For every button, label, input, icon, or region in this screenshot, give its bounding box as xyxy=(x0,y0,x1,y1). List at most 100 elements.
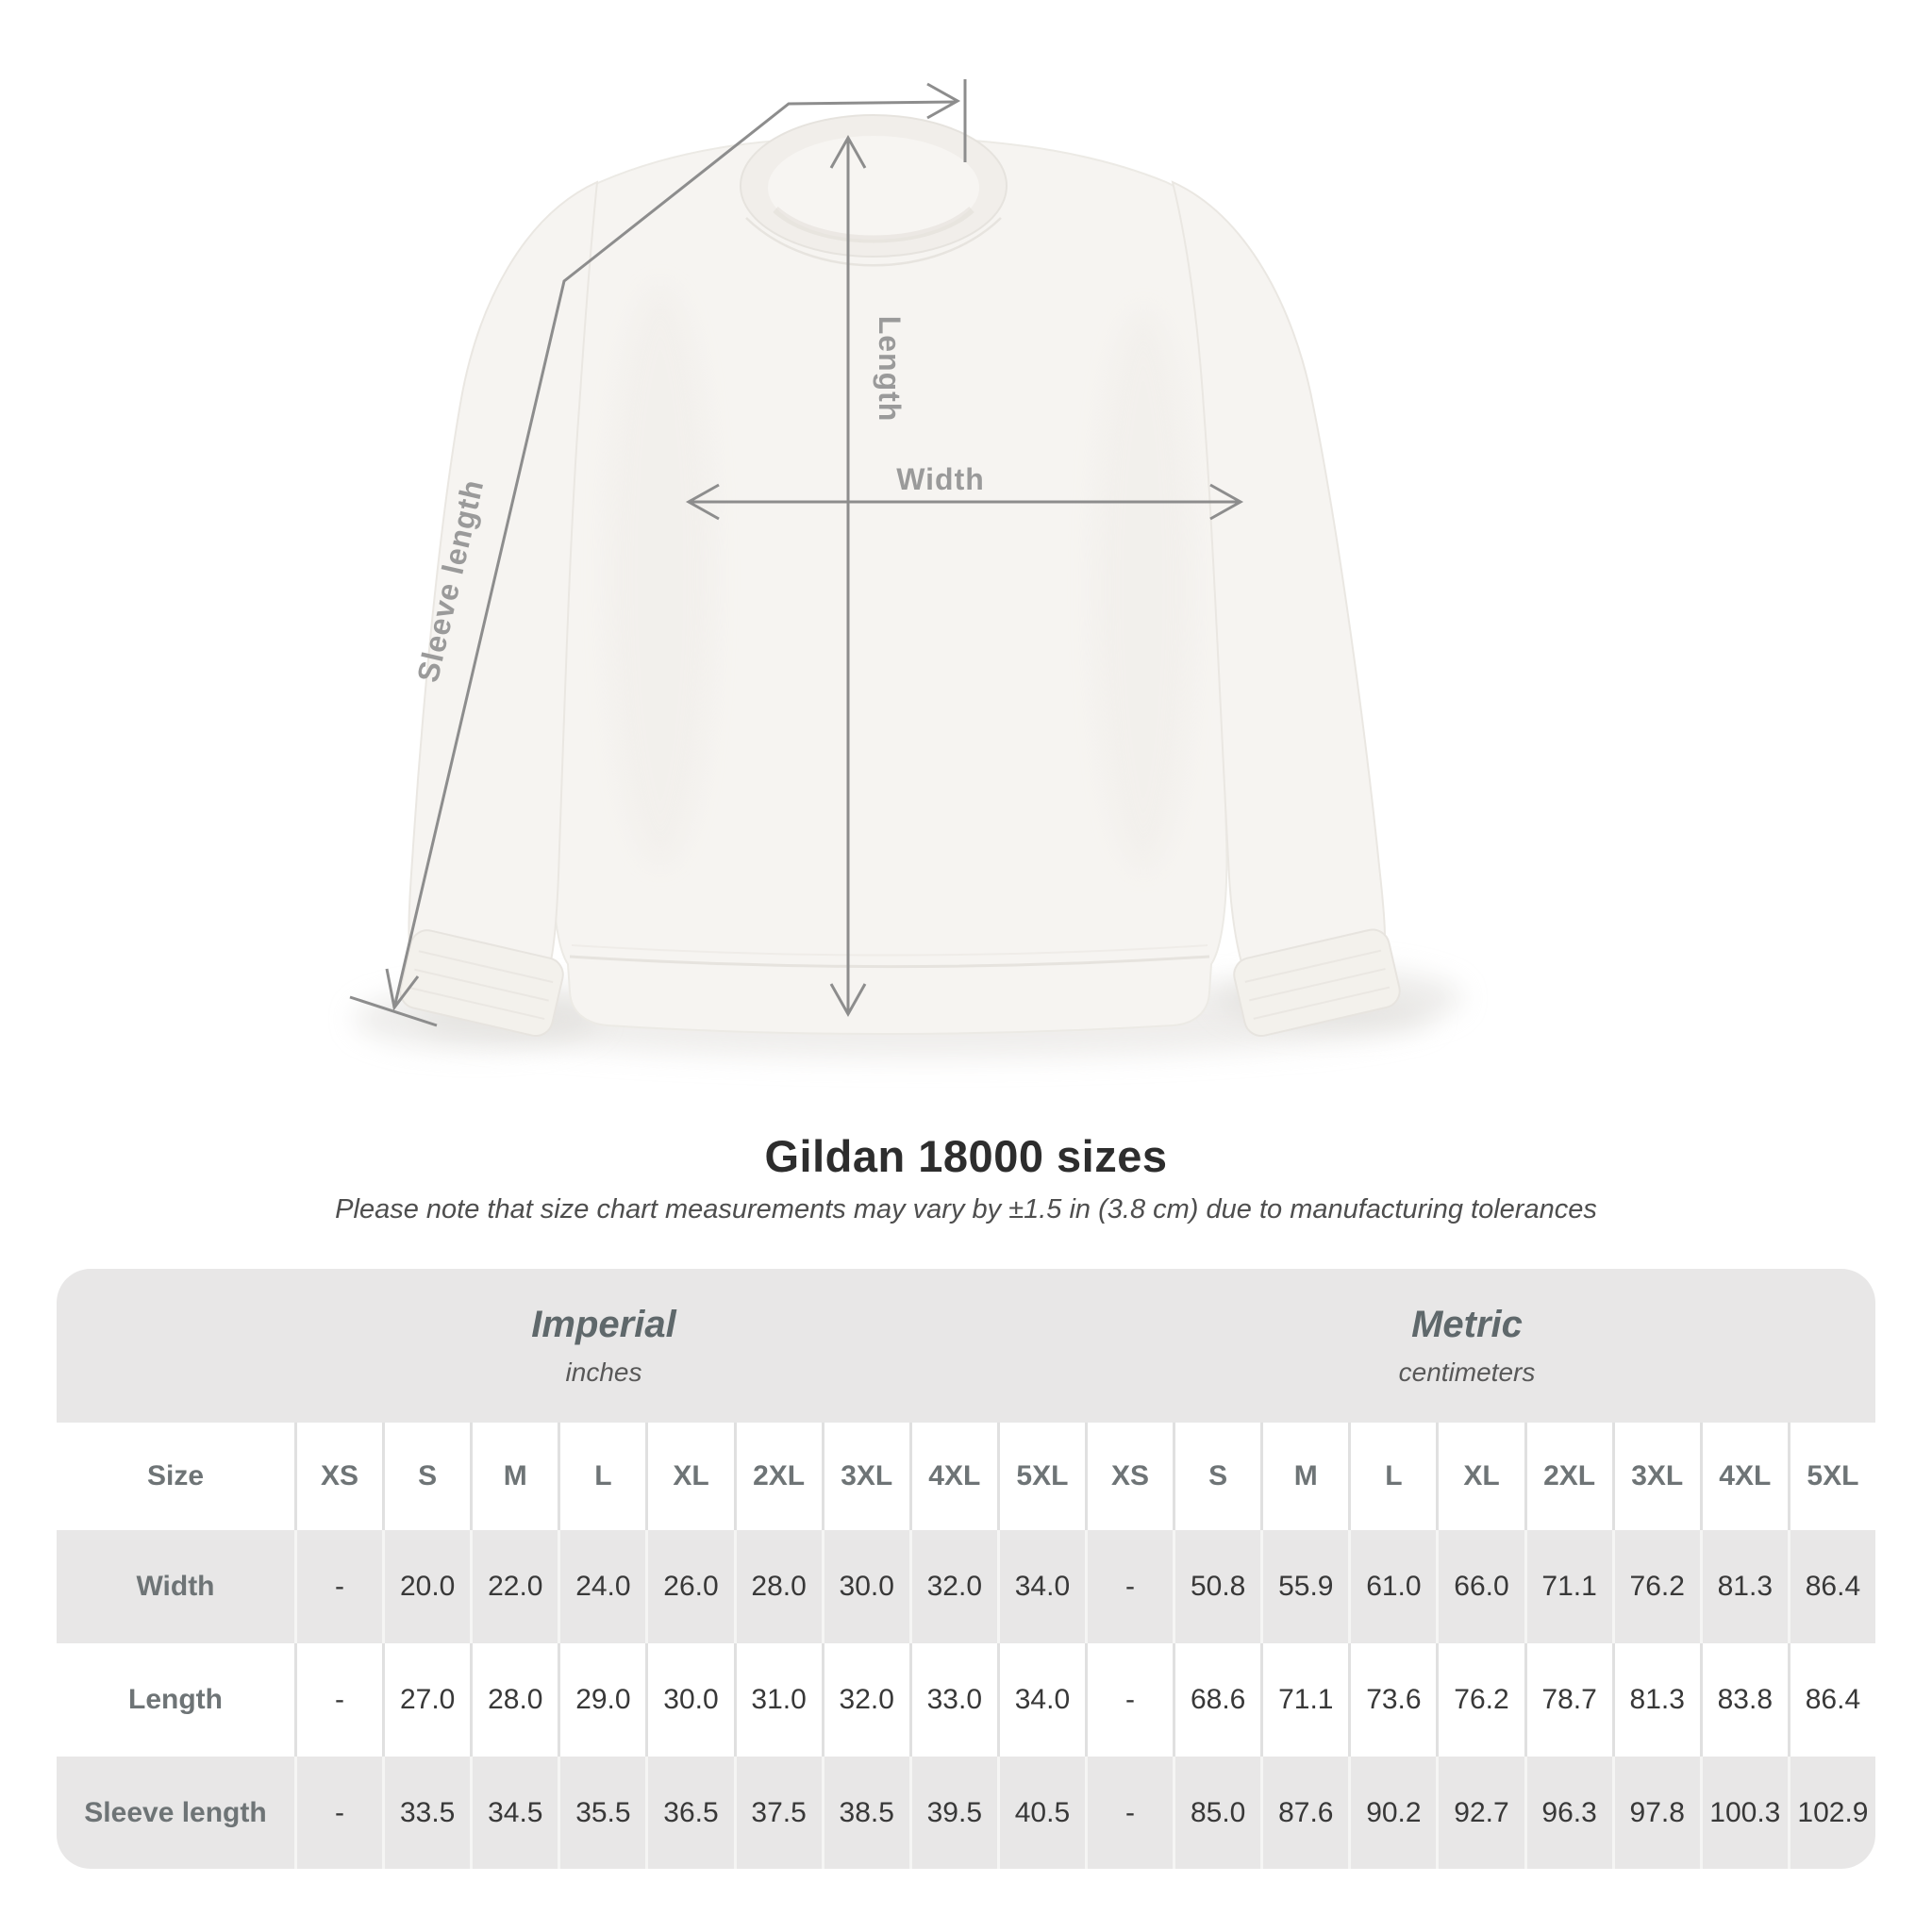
value-cell: 26.0 xyxy=(645,1530,733,1643)
page-title: Gildan 18000 sizes xyxy=(764,1131,1168,1181)
metric-header-group: Metric centimeters xyxy=(1184,1269,1750,1423)
value-cell: 85.0 xyxy=(1173,1757,1260,1869)
value-cell: 97.8 xyxy=(1611,1757,1700,1869)
size-header-cell: M xyxy=(470,1423,558,1530)
value-cell: 87.6 xyxy=(1260,1757,1348,1869)
length-label: Length xyxy=(873,316,907,423)
value-cell: 32.0 xyxy=(821,1643,909,1757)
value-cell: - xyxy=(1085,1643,1173,1757)
value-cell: 71.1 xyxy=(1524,1530,1612,1643)
sleeve-length-measure-line xyxy=(349,79,967,1027)
size-header-cell: L xyxy=(558,1423,645,1530)
size-header-cell: 2XL xyxy=(733,1423,822,1530)
value-cell: 33.5 xyxy=(382,1757,470,1869)
value-cell: 37.5 xyxy=(733,1757,822,1869)
value-cell: 61.0 xyxy=(1348,1530,1436,1643)
value-cell: 30.0 xyxy=(645,1643,733,1757)
size-header-cell: XL xyxy=(1436,1423,1524,1530)
value-cell: 78.7 xyxy=(1524,1643,1612,1757)
value-cell: 34.0 xyxy=(996,1530,1085,1643)
value-cell: 33.0 xyxy=(908,1643,997,1757)
value-cell: 35.5 xyxy=(558,1757,645,1869)
size-header-cell: XS xyxy=(1085,1423,1173,1530)
size-header-cell: 5XL xyxy=(1787,1423,1875,1530)
value-cell: 86.4 xyxy=(1787,1643,1875,1757)
size-header-cell: 4XL xyxy=(908,1423,997,1530)
value-cell: 27.0 xyxy=(382,1643,470,1757)
size-header-cell: XL xyxy=(645,1423,733,1530)
value-cell: 20.0 xyxy=(382,1530,470,1643)
value-cell: 28.0 xyxy=(470,1643,558,1757)
value-cell: - xyxy=(1085,1757,1173,1869)
value-cell: 28.0 xyxy=(733,1530,822,1643)
imperial-unit: inches xyxy=(565,1357,642,1387)
size-header-cell: 3XL xyxy=(1611,1423,1700,1530)
width-label: Width xyxy=(896,462,985,496)
table-row-length: Length - 27.0 28.0 29.0 30.0 31.0 32.0 3… xyxy=(57,1643,1875,1757)
imperial-header-group: Imperial inches xyxy=(321,1269,887,1423)
size-header-cell: XS xyxy=(294,1423,382,1530)
value-cell: 66.0 xyxy=(1436,1530,1524,1643)
value-cell: 83.8 xyxy=(1699,1643,1788,1757)
length-measure-line xyxy=(829,134,867,1018)
size-header-cell: L xyxy=(1348,1423,1436,1530)
value-cell: 68.6 xyxy=(1173,1643,1260,1757)
crewneck-collar xyxy=(740,114,1008,267)
value-cell: 32.0 xyxy=(908,1530,997,1643)
value-cell: 22.0 xyxy=(470,1530,558,1643)
unit-header-band: Imperial inches Metric centimeters xyxy=(57,1269,1875,1423)
value-cell: 90.2 xyxy=(1348,1757,1436,1869)
size-header-cell: M xyxy=(1260,1423,1348,1530)
value-cell: 40.5 xyxy=(996,1757,1085,1869)
size-header-cell: 3XL xyxy=(821,1423,909,1530)
value-cell: 76.2 xyxy=(1611,1530,1700,1643)
metric-header: Metric xyxy=(1411,1304,1523,1345)
size-column-header: Size xyxy=(146,1460,205,1491)
size-header-cell: S xyxy=(1173,1423,1260,1530)
table-row-width: Width - 20.0 22.0 24.0 26.0 28.0 30.0 32… xyxy=(57,1530,1875,1643)
value-cell: 29.0 xyxy=(558,1643,645,1757)
value-cell: 102.9 xyxy=(1787,1757,1875,1869)
value-cell: 96.3 xyxy=(1524,1757,1612,1869)
size-header-row: Size XS S M L XL 2XL 3XL 4XL 5XL XS S M … xyxy=(57,1423,1875,1530)
value-cell: 34.0 xyxy=(996,1643,1085,1757)
value-cell: 76.2 xyxy=(1436,1643,1524,1757)
value-cell: 39.5 xyxy=(908,1757,997,1869)
value-cell: 30.0 xyxy=(821,1530,909,1643)
value-cell: 81.3 xyxy=(1611,1643,1700,1757)
value-cell: - xyxy=(294,1757,382,1869)
size-table: Imperial inches Metric centimeters Size … xyxy=(57,1269,1875,1869)
width-measure-line xyxy=(685,483,1244,521)
value-cell: 100.3 xyxy=(1699,1757,1788,1869)
value-cell: - xyxy=(294,1643,382,1757)
imperial-header: Imperial xyxy=(531,1304,676,1345)
size-header-cell: S xyxy=(382,1423,470,1530)
value-cell: - xyxy=(1085,1530,1173,1643)
value-cell: 71.1 xyxy=(1260,1643,1348,1757)
size-header-cell: 2XL xyxy=(1524,1423,1612,1530)
value-cell: 36.5 xyxy=(645,1757,733,1869)
value-cell: 50.8 xyxy=(1173,1530,1260,1643)
value-cell: 34.5 xyxy=(470,1757,558,1869)
table-row-sleeve-length: Sleeve length - 33.5 34.5 35.5 36.5 37.5… xyxy=(57,1757,1875,1869)
value-cell: 55.9 xyxy=(1260,1530,1348,1643)
value-cell: - xyxy=(294,1530,382,1643)
size-header-cell: 4XL xyxy=(1699,1423,1788,1530)
row-label: Sleeve length xyxy=(84,1796,267,1828)
row-label: Width xyxy=(136,1571,215,1602)
value-cell: 81.3 xyxy=(1699,1530,1788,1643)
right-cuff xyxy=(1233,928,1401,1038)
value-cell: 24.0 xyxy=(558,1530,645,1643)
size-header-cell: 5XL xyxy=(996,1423,1085,1530)
row-label: Length xyxy=(128,1684,223,1715)
value-cell: 86.4 xyxy=(1787,1530,1875,1643)
value-cell: 92.7 xyxy=(1436,1757,1524,1869)
value-cell: 73.6 xyxy=(1348,1643,1436,1757)
tolerance-note: Please note that size chart measurements… xyxy=(335,1194,1597,1224)
sweatshirt-illustration xyxy=(399,114,1401,1038)
left-cuff xyxy=(399,929,564,1038)
metric-unit: centimeters xyxy=(1398,1357,1536,1387)
value-cell: 31.0 xyxy=(733,1643,822,1757)
value-cell: 38.5 xyxy=(821,1757,909,1869)
